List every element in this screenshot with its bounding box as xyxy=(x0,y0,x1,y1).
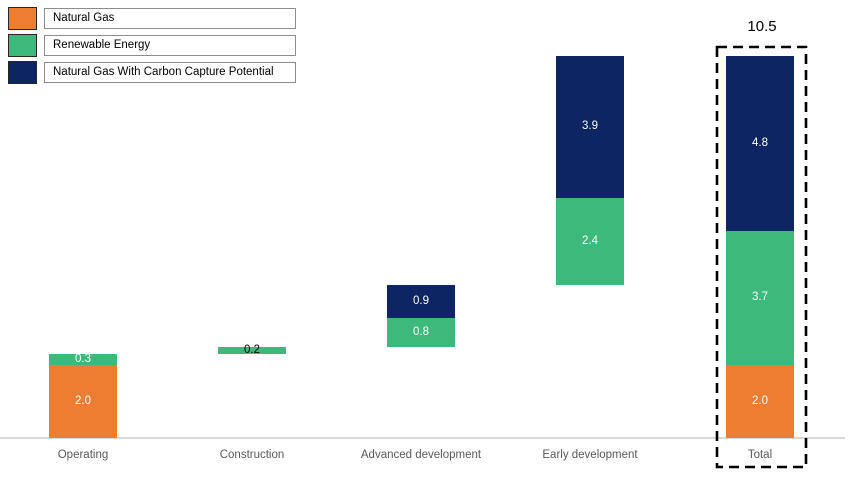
bar-segment-value-label: 3.7 xyxy=(752,291,768,304)
bar-segment-carbon_capture[interactable]: 0.9 xyxy=(387,285,455,318)
legend-item-carbon-capture[interactable]: Natural Gas With Carbon Capture Potentia… xyxy=(8,60,296,85)
x-axis-line xyxy=(0,437,845,439)
legend-label-natural-gas: Natural Gas xyxy=(44,8,296,29)
x-axis-category-operating: Operating xyxy=(57,449,109,461)
bar-segment-renewable_energy[interactable]: 2.4 xyxy=(556,197,624,286)
legend-swatch-natural-gas xyxy=(8,7,37,30)
legend-label-carbon-capture: Natural Gas With Carbon Capture Potentia… xyxy=(44,62,296,83)
bar-segment-natural_gas[interactable]: 2.0 xyxy=(726,365,794,438)
bar-segment-renewable_energy[interactable]: 0.8 xyxy=(387,317,455,347)
x-axis-category-advanced-development: Advanced development xyxy=(360,449,482,461)
legend-item-natural-gas[interactable]: Natural Gas xyxy=(8,6,296,31)
bar-segment-carbon_capture[interactable]: 3.9 xyxy=(556,55,624,198)
legend: Natural Gas Renewable Energy Natural Gas… xyxy=(8,6,296,87)
bar-segment-value-label: 0.9 xyxy=(413,294,429,307)
legend-swatch-renewable-energy xyxy=(8,34,37,57)
x-axis-category-total: Total xyxy=(747,449,773,461)
bar-segment-value-label: 2.4 xyxy=(582,234,598,247)
bar-segment-renewable_energy[interactable]: 0.2 xyxy=(218,344,286,357)
legend-swatch-carbon-capture xyxy=(8,61,37,84)
total-highlight-dashed-box xyxy=(715,45,808,469)
total-value-label: 10.5 xyxy=(747,18,777,35)
bar-segment-value-label: 3.9 xyxy=(582,120,598,133)
bar-segment-value-label: 4.8 xyxy=(752,136,768,149)
bar-segment-carbon_capture[interactable]: 4.8 xyxy=(726,55,794,231)
bar-segment-natural_gas[interactable]: 2.0 xyxy=(49,365,117,438)
legend-label-renewable-energy: Renewable Energy xyxy=(44,35,296,56)
x-axis-category-early-development: Early development xyxy=(542,449,638,461)
x-axis-category-construction: Construction xyxy=(219,449,285,461)
bar-segment-value-label: 0.8 xyxy=(413,325,429,338)
bar-segment-value-label: 2.0 xyxy=(752,395,768,408)
legend-item-renewable-energy[interactable]: Renewable Energy xyxy=(8,33,296,58)
bar-segment-value-label: 2.0 xyxy=(75,395,91,408)
bar-segment-value-label: 0.3 xyxy=(75,353,91,366)
bar-segment-renewable_energy[interactable]: 0.3 xyxy=(49,353,117,366)
bar-segment-value-label: 0.2 xyxy=(244,344,260,357)
bar-segment-renewable_energy[interactable]: 3.7 xyxy=(726,230,794,366)
